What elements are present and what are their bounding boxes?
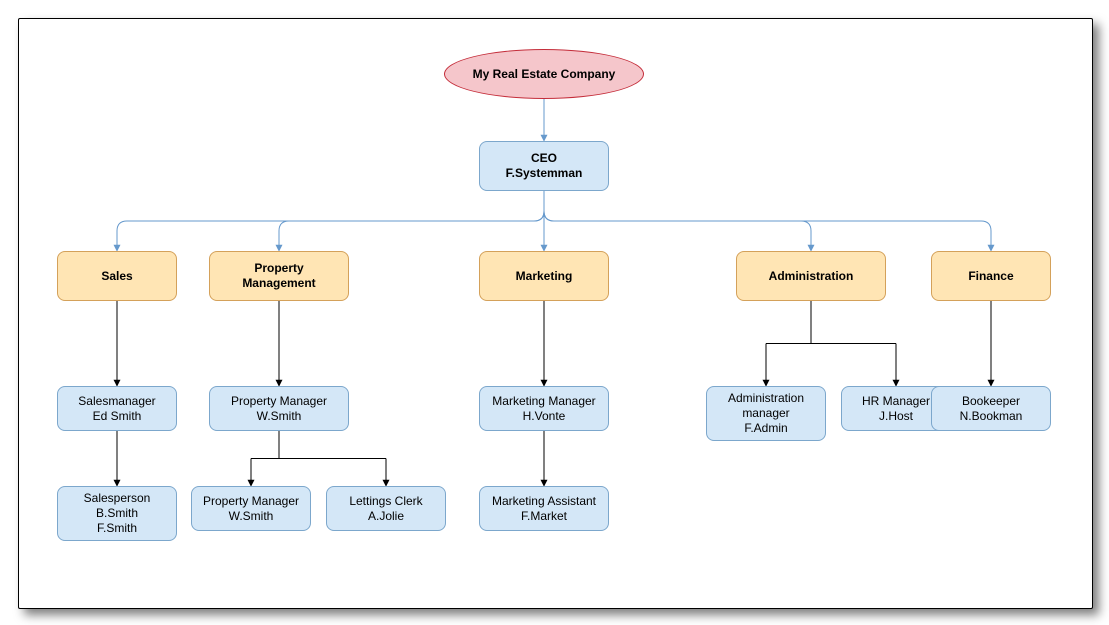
node-ceo-line-1: F.Systemman bbox=[506, 166, 583, 181]
node-dept-marketing-line-0: Marketing bbox=[516, 269, 573, 284]
node-prop-mgr-2-line-0: Property Manager bbox=[203, 494, 299, 509]
node-mkt-mgr: Marketing ManagerH.Vonte bbox=[479, 386, 609, 431]
node-company: My Real Estate Company bbox=[444, 49, 644, 99]
node-ceo: CEOF.Systemman bbox=[479, 141, 609, 191]
node-dept-marketing: Marketing bbox=[479, 251, 609, 301]
node-admin-mgr-line-1: manager bbox=[742, 406, 789, 421]
node-dept-finance-line-0: Finance bbox=[968, 269, 1013, 284]
node-salesperson-line-2: F.Smith bbox=[97, 521, 137, 536]
node-salesmanager: SalesmanagerEd Smith bbox=[57, 386, 177, 431]
node-dept-sales: Sales bbox=[57, 251, 177, 301]
node-prop-mgr-2-line-1: W.Smith bbox=[229, 509, 274, 524]
node-lettings: Lettings ClerkA.Jolie bbox=[326, 486, 446, 531]
node-bookkeeper-line-0: Bookeeper bbox=[962, 394, 1020, 409]
node-prop-mgr-2: Property ManagerW.Smith bbox=[191, 486, 311, 531]
node-mkt-mgr-line-1: H.Vonte bbox=[523, 409, 566, 424]
node-hr-mgr-line-1: J.Host bbox=[879, 409, 913, 424]
node-hr-mgr-line-0: HR Manager bbox=[862, 394, 930, 409]
node-prop-mgr-1-line-1: W.Smith bbox=[257, 409, 302, 424]
node-company-line-0: My Real Estate Company bbox=[473, 67, 616, 82]
node-dept-property-line-0: Property bbox=[254, 261, 303, 276]
node-ceo-line-0: CEO bbox=[531, 151, 557, 166]
node-bookkeeper: BookeeperN.Bookman bbox=[931, 386, 1051, 431]
node-bookkeeper-line-1: N.Bookman bbox=[960, 409, 1023, 424]
node-dept-finance: Finance bbox=[931, 251, 1051, 301]
node-dept-sales-line-0: Sales bbox=[101, 269, 132, 284]
node-lettings-line-0: Lettings Clerk bbox=[349, 494, 422, 509]
node-dept-property-line-1: Management bbox=[242, 276, 315, 291]
node-dept-admin-line-0: Administration bbox=[769, 269, 854, 284]
node-salesmanager-line-1: Ed Smith bbox=[93, 409, 142, 424]
node-prop-mgr-1-line-0: Property Manager bbox=[231, 394, 327, 409]
diagram-frame: My Real Estate Company CEOF.Systemman Sale… bbox=[0, 0, 1109, 625]
node-prop-mgr-1: Property ManagerW.Smith bbox=[209, 386, 349, 431]
node-lettings-line-1: A.Jolie bbox=[368, 509, 404, 524]
node-admin-mgr: AdministrationmanagerF.Admin bbox=[706, 386, 826, 441]
node-salesperson-line-0: Salesperson bbox=[84, 491, 151, 506]
node-dept-property: PropertyManagement bbox=[209, 251, 349, 301]
node-salesmanager-line-0: Salesmanager bbox=[78, 394, 155, 409]
node-admin-mgr-line-0: Administration bbox=[728, 391, 804, 406]
node-salesperson-line-1: B.Smith bbox=[96, 506, 138, 521]
node-mkt-asst-line-0: Marketing Assistant bbox=[492, 494, 596, 509]
node-mkt-mgr-line-0: Marketing Manager bbox=[492, 394, 595, 409]
node-dept-admin: Administration bbox=[736, 251, 886, 301]
node-admin-mgr-line-2: F.Admin bbox=[744, 421, 787, 436]
diagram-panel: My Real Estate Company CEOF.Systemman Sale… bbox=[18, 18, 1093, 609]
node-mkt-asst: Marketing AssistantF.Market bbox=[479, 486, 609, 531]
node-mkt-asst-line-1: F.Market bbox=[521, 509, 567, 524]
node-salesperson: SalespersonB.SmithF.Smith bbox=[57, 486, 177, 541]
